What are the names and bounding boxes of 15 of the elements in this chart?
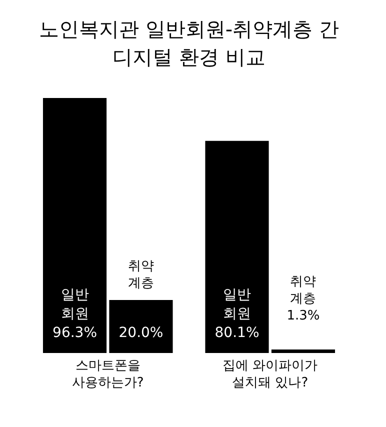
chart-title: 노인복지관 일반회원-취약계층 간 디지털 환경 비교 (39, 17, 339, 69)
data-label: 80.1% (214, 325, 260, 341)
series-label: 취약계층 (128, 259, 154, 292)
bar (109, 300, 173, 353)
series-label: 일반회원 (223, 287, 252, 322)
x-tick-label: 집에 와이파이가 설치돼 있나? (222, 358, 318, 390)
bar (271, 350, 336, 353)
bar (205, 140, 269, 353)
data-label: 1.3% (286, 308, 320, 324)
x-tick-label: 스마트폰을 사용하는가? (72, 358, 144, 390)
text: 취약계층 (290, 274, 316, 307)
data-label: 20.0% (118, 325, 164, 341)
data-label: 96.3% (52, 325, 98, 341)
bar (42, 98, 107, 353)
text: 일반회원 (60, 287, 89, 322)
